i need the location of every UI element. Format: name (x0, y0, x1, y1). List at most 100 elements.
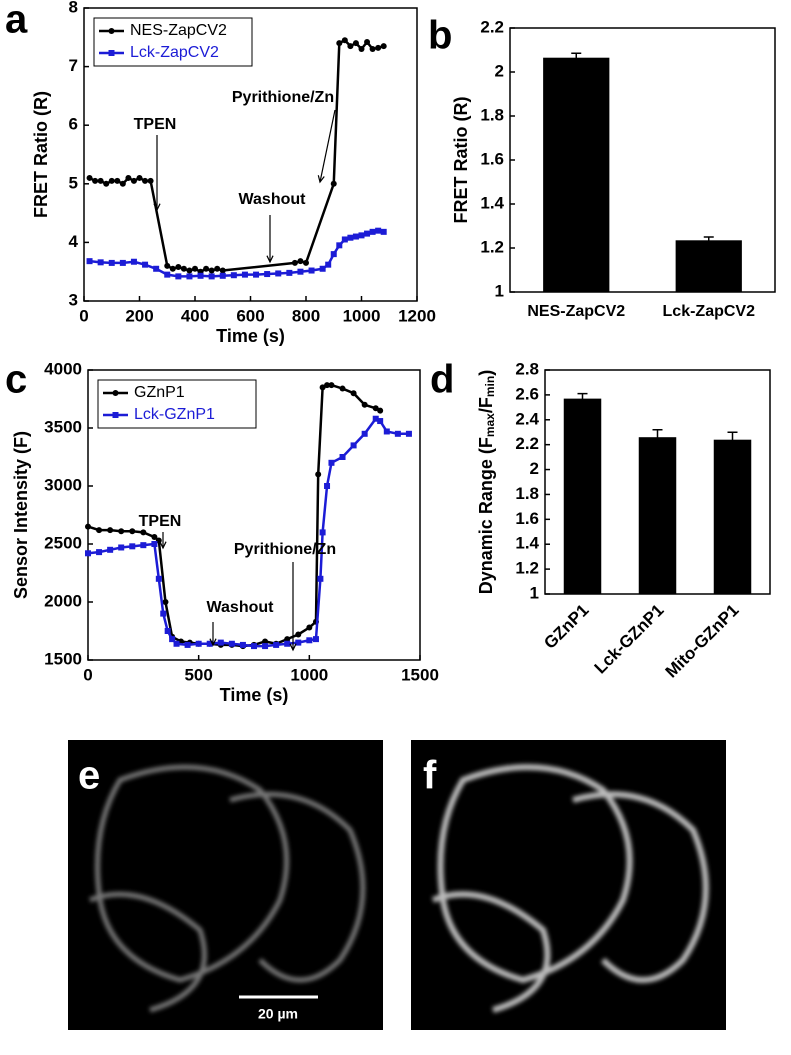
point (130, 177, 137, 184)
error-bar (577, 392, 588, 405)
y-tick-label: 1.6 (480, 149, 504, 168)
point (286, 269, 293, 276)
point (350, 390, 357, 397)
point (125, 174, 132, 181)
point (208, 267, 215, 274)
point (217, 639, 224, 646)
point (352, 40, 359, 47)
point (155, 575, 162, 582)
y-tick-label: 1.8 (480, 105, 504, 124)
x-tick-label: 1000 (290, 665, 328, 684)
y-axis-label-part: max (483, 413, 497, 437)
legend-label: Lck-GZnP1 (134, 406, 215, 423)
point (160, 610, 167, 617)
point (347, 234, 354, 241)
error-bar (727, 431, 738, 448)
y-tick-label: 1 (530, 583, 539, 602)
panel-label: a (5, 0, 28, 42)
y-tick-label: 7 (69, 56, 78, 75)
point (341, 37, 348, 44)
annotation-arrowhead (317, 175, 325, 184)
point (103, 180, 110, 187)
point (186, 267, 193, 274)
y-tick-label: 1.8 (515, 484, 539, 503)
point (273, 641, 280, 648)
point (114, 177, 121, 184)
y-tick-label: 2 (530, 459, 539, 478)
point (228, 640, 235, 647)
error-bar (652, 428, 663, 446)
y-axis-label: FRET Ratio (R) (31, 91, 51, 218)
y-tick-label: 3500 (44, 417, 82, 436)
point (339, 385, 346, 392)
y-tick-label: 4000 (44, 359, 82, 378)
point (284, 636, 291, 643)
point (324, 483, 331, 489)
point (284, 640, 291, 647)
y-tick-label: 1.2 (480, 237, 504, 256)
point (129, 543, 136, 550)
point (214, 265, 221, 272)
x-tick-label: 800 (292, 306, 320, 325)
point (97, 177, 104, 184)
point (169, 265, 176, 272)
error-bar (703, 236, 714, 245)
annotation: Washout (239, 191, 307, 208)
point (380, 228, 387, 235)
bar (675, 240, 742, 292)
point (383, 428, 390, 435)
point (325, 261, 332, 268)
panel-label: e (78, 754, 100, 798)
y-tick-label: 1.4 (480, 193, 504, 212)
annotation-arrowhead (159, 541, 167, 550)
y-axis-label-part: ) (476, 370, 496, 376)
y-tick-label: 3 (69, 290, 78, 309)
point (328, 382, 335, 389)
y-axis-label-part: /F (476, 397, 496, 413)
point (264, 271, 271, 278)
annotation-arrowhead (266, 255, 274, 264)
point (86, 174, 93, 181)
plot-frame (87, 369, 421, 661)
legend-marker (112, 390, 119, 396)
point (295, 631, 302, 638)
point (358, 46, 365, 53)
x-tick-label: 1500 (401, 665, 439, 684)
point (364, 38, 371, 45)
y-tick-label: 2 (495, 61, 504, 80)
y-tick-label: 2500 (44, 533, 82, 552)
point (140, 542, 147, 549)
point (85, 523, 91, 530)
point (303, 259, 309, 266)
y-axis-label: Sensor Intensity (F) (11, 431, 31, 599)
point (151, 534, 158, 541)
legend-marker (108, 50, 115, 56)
error-bar (571, 52, 582, 63)
y-tick-label: 1.4 (515, 534, 539, 553)
y-tick-label: 2.6 (515, 384, 539, 403)
point (372, 415, 379, 422)
annotation: Washout (207, 599, 275, 616)
point (142, 177, 149, 184)
x-tick-label: GZnP1 (540, 601, 592, 653)
point (142, 261, 149, 268)
y-tick-label: 5 (69, 173, 78, 192)
point (96, 549, 103, 556)
point (219, 272, 226, 279)
bar (563, 398, 602, 594)
point (92, 177, 99, 184)
annotation: Pyrithione/Zn (232, 89, 334, 106)
y-tick-label: 1 (495, 281, 504, 300)
y-tick-label: 2.2 (515, 434, 539, 453)
point (118, 544, 125, 551)
point (341, 236, 348, 243)
legend-box (97, 379, 257, 429)
point (164, 628, 171, 634)
point (151, 541, 158, 547)
point (361, 430, 368, 437)
legend-label: GZnP1 (134, 384, 185, 401)
point (306, 637, 313, 644)
point (206, 640, 213, 647)
point (315, 471, 322, 478)
panel-label: f (423, 754, 437, 798)
